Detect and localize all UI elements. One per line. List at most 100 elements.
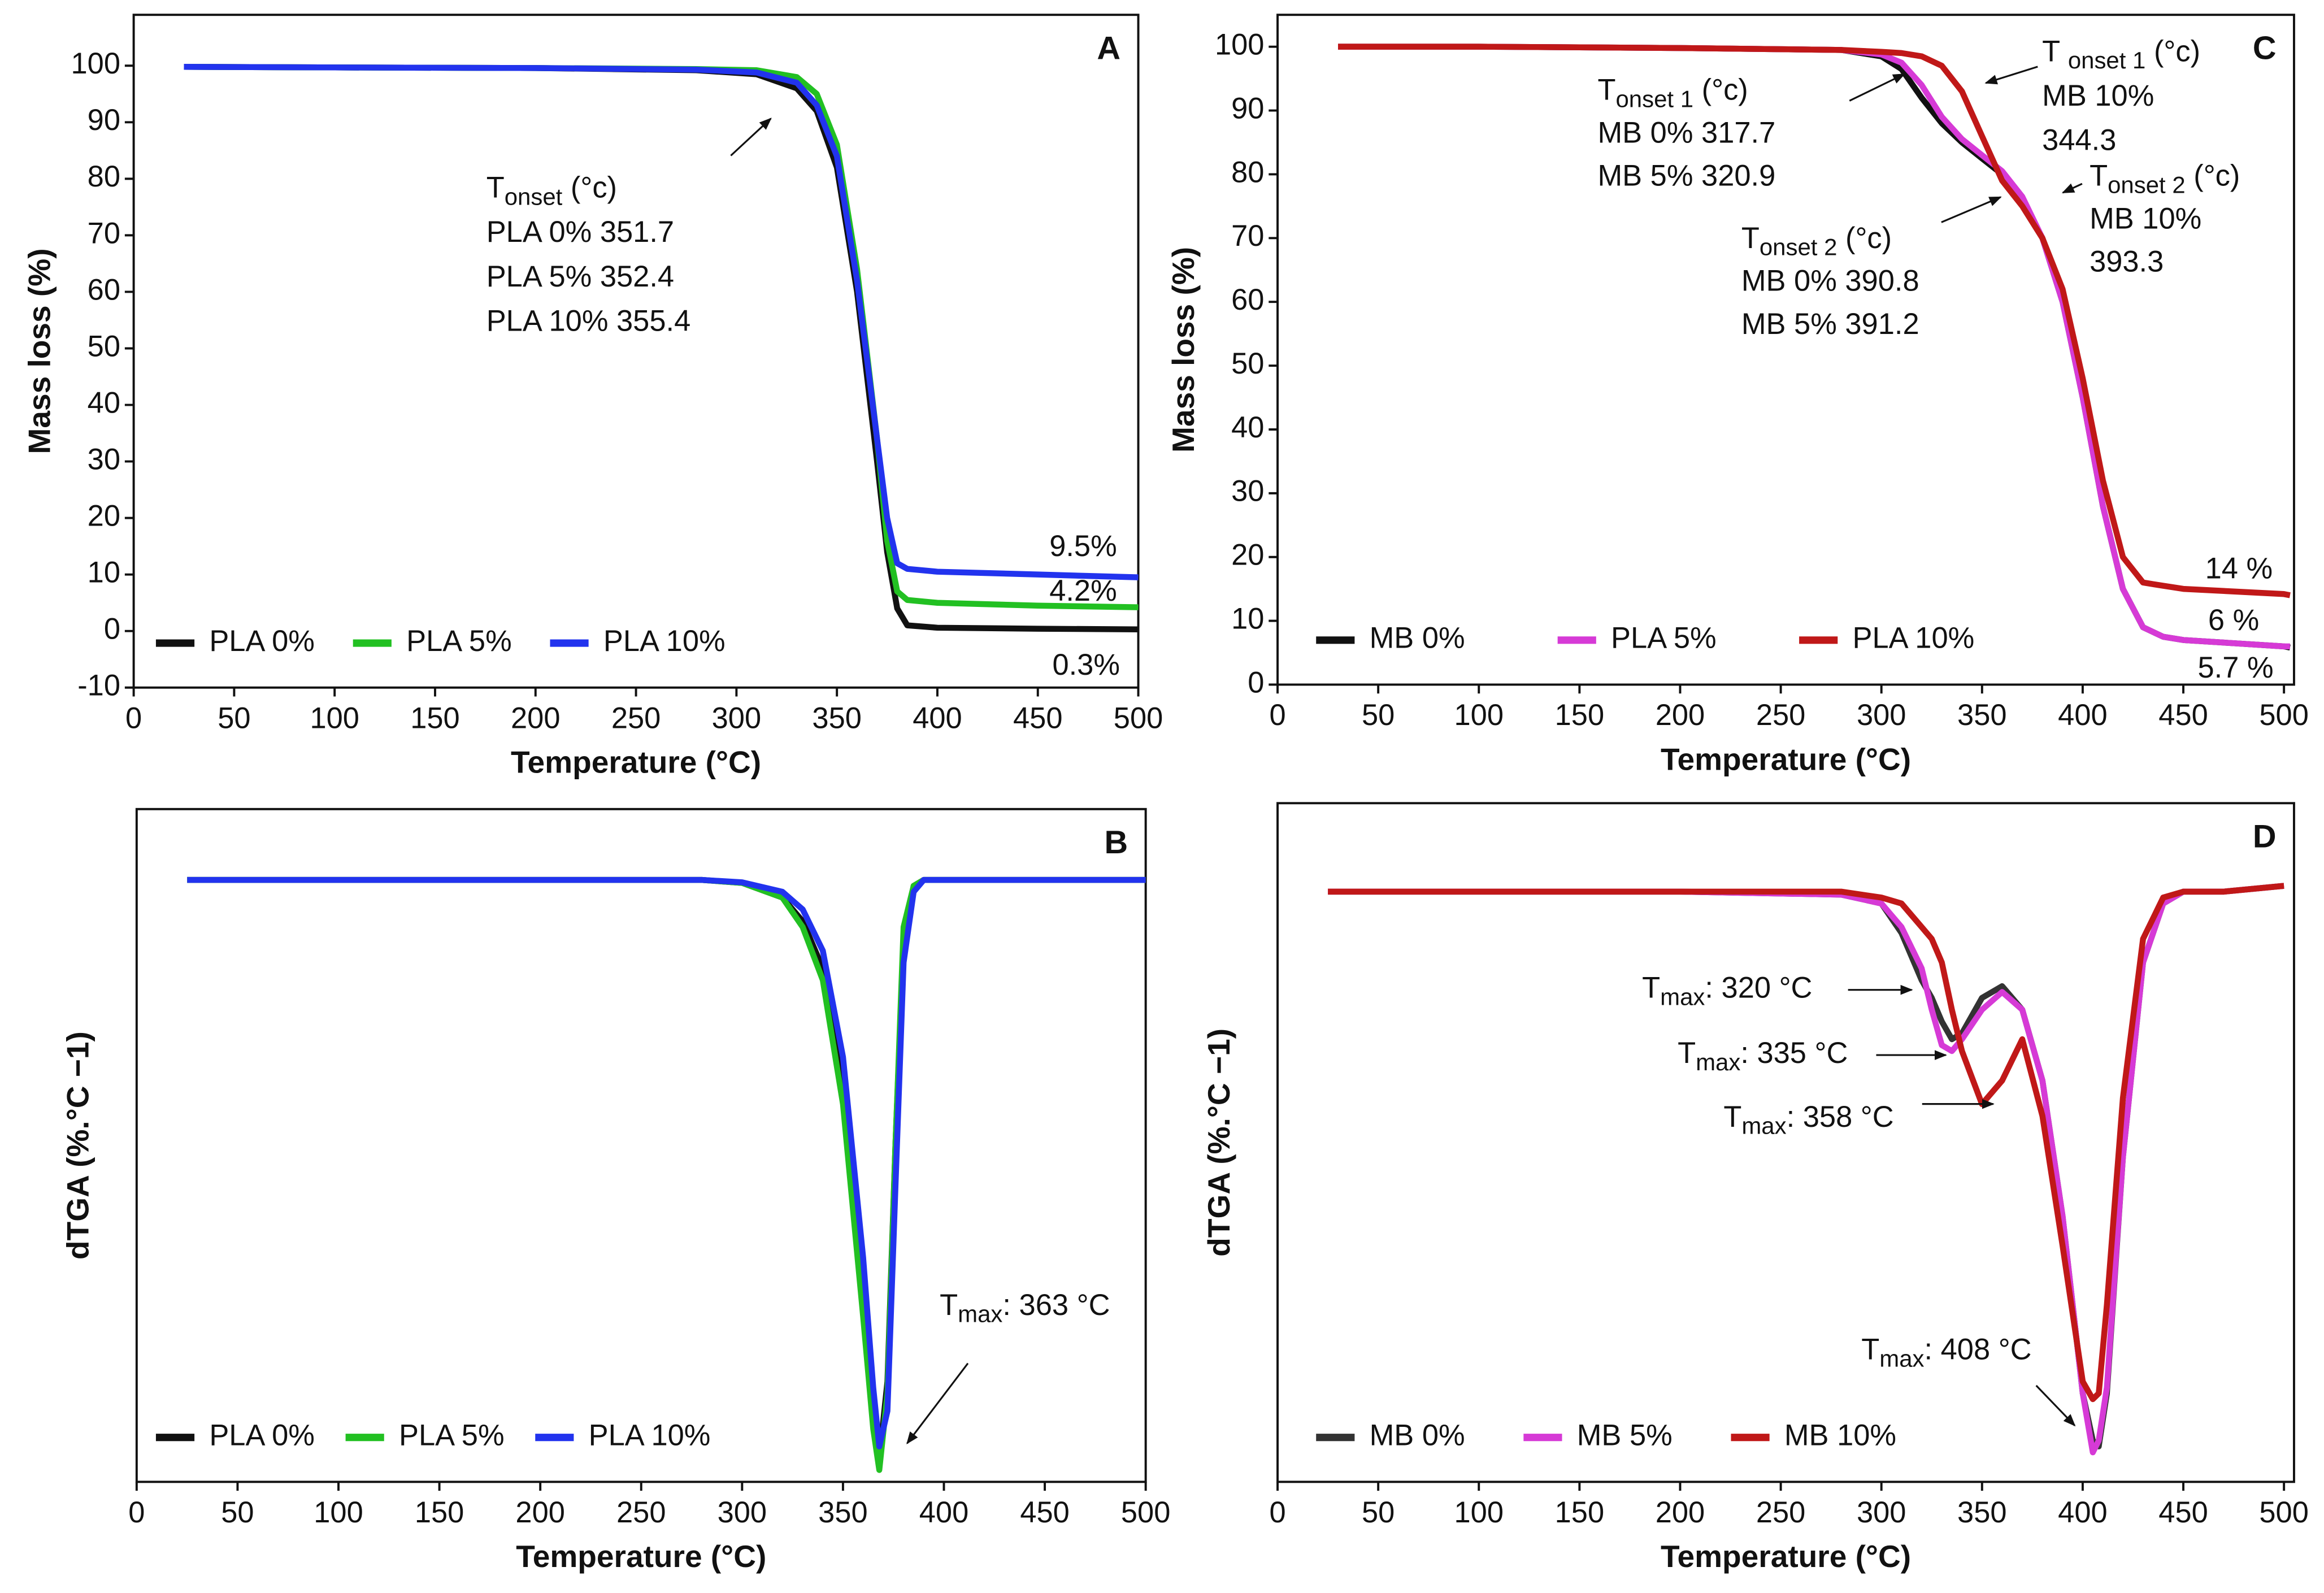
annotation-arrow xyxy=(730,118,772,157)
annotation-arrow xyxy=(2061,183,2083,194)
x-axis-label: Temperature (°C) xyxy=(516,1539,766,1574)
annotation-rest: (°c) xyxy=(1837,222,1892,255)
data-line xyxy=(1338,44,2290,650)
annotation: Tonset 2 (°c) xyxy=(2090,160,2240,198)
y-tick-label: 0 xyxy=(104,613,120,646)
y-tick-label: 10 xyxy=(1231,602,1264,635)
legend-label: MB 0% xyxy=(1370,1420,1465,1452)
annotation-arrow xyxy=(1984,66,2038,85)
x-tick-label: 200 xyxy=(511,702,561,735)
y-tick-label: 100 xyxy=(1215,29,1265,62)
legend-label: PLA 10% xyxy=(603,625,726,658)
x-tick-label: 300 xyxy=(718,1496,767,1529)
annotation-rest: : 320 °C xyxy=(1705,972,1812,1005)
data-line xyxy=(184,64,1139,632)
annotation: Tmax: 363 °C xyxy=(940,1289,1110,1327)
annotation-sub: onset 1 xyxy=(2068,47,2146,73)
annotation: MB 0% 390.8 xyxy=(1741,265,1919,298)
x-tick-label: 100 xyxy=(314,1496,363,1529)
y-axis-label: dTGA (%.°C −1) xyxy=(1201,1028,1236,1257)
y-tick-label: 70 xyxy=(88,217,120,250)
annotation-arrow xyxy=(1941,196,2002,223)
y-tick-label: 50 xyxy=(1231,348,1264,380)
annotation: 6 % xyxy=(2208,604,2259,637)
annotation-sub: onset 2 xyxy=(1760,234,1838,261)
x-tick-label: 0 xyxy=(1269,699,1285,732)
annotation: T onset 1 (°c) xyxy=(2042,35,2200,73)
x-tick-label: 400 xyxy=(2058,699,2107,732)
x-tick-label: 200 xyxy=(515,1496,565,1529)
annotation-sub: max xyxy=(1879,1345,1924,1371)
x-tick-label: 0 xyxy=(1269,1496,1285,1529)
x-tick-label: 50 xyxy=(218,702,250,735)
x-tick-label: 300 xyxy=(1857,699,1906,732)
legend-label: PLA 0% xyxy=(209,625,315,658)
annotation-rest: : 335 °C xyxy=(1740,1037,1848,1070)
annotation-main: T xyxy=(486,172,505,205)
annotation: PLA 10% 355.4 xyxy=(486,305,691,338)
x-tick-label: 200 xyxy=(1656,1496,1705,1529)
annotation-main: T xyxy=(1642,972,1660,1005)
annotation: MB 10% xyxy=(2090,203,2201,236)
x-tick-label: 50 xyxy=(221,1496,254,1529)
data-line xyxy=(1338,44,2291,651)
x-tick-label: 250 xyxy=(1756,1496,1806,1529)
y-axis-label: dTGA (%.°C −1) xyxy=(60,1031,95,1260)
x-tick-label: 300 xyxy=(712,702,762,735)
x-tick-label: 100 xyxy=(310,702,359,735)
legend-label: MB 10% xyxy=(1784,1420,1896,1452)
annotation: Tmax: 335 °C xyxy=(1678,1037,1848,1075)
panel-label: D xyxy=(2253,818,2277,854)
panel-label: C xyxy=(2253,30,2277,66)
data-line xyxy=(187,876,1146,1449)
legend-label: PLA 5% xyxy=(406,625,512,658)
annotation: Tonset 1 (°c) xyxy=(1597,73,1748,112)
y-tick-label: 90 xyxy=(88,104,120,137)
legend-label: PLA 5% xyxy=(399,1420,505,1452)
legend-label: MB 5% xyxy=(1577,1420,1673,1452)
y-tick-label: 60 xyxy=(88,274,120,306)
annotation: Tonset 2 (°c) xyxy=(1741,222,1892,261)
annotation: 393.3 xyxy=(2090,246,2164,279)
x-tick-label: 250 xyxy=(1756,699,1806,732)
annotation-main: T xyxy=(1597,73,1615,106)
annotation-rest: : 363 °C xyxy=(1002,1289,1110,1322)
x-tick-label: 150 xyxy=(1555,699,1605,732)
annotation-sub: max xyxy=(958,1301,1002,1327)
annotation-main: T xyxy=(1741,222,1760,255)
x-axis-label: Temperature (°C) xyxy=(1661,741,1911,776)
legend-label: PLA 10% xyxy=(1853,622,1975,655)
data-line xyxy=(1328,883,2284,1456)
x-tick-label: 0 xyxy=(128,1496,145,1529)
x-tick-label: 450 xyxy=(1013,702,1063,735)
x-tick-label: 450 xyxy=(1020,1496,1070,1529)
annotation: MB 5% 391.2 xyxy=(1741,308,1919,341)
y-tick-label: 10 xyxy=(88,557,120,589)
annotation-main: T xyxy=(1723,1101,1741,1134)
annotation-rest: (°c) xyxy=(1693,73,1748,106)
y-tick-label: 80 xyxy=(88,160,120,193)
y-tick-label: 30 xyxy=(1231,475,1264,508)
y-tick-label: 40 xyxy=(1231,411,1264,444)
x-tick-label: 250 xyxy=(611,702,661,735)
data-line xyxy=(184,64,1139,580)
y-axis-label: Mass loss (%) xyxy=(22,248,57,454)
legend-label: PLA 0% xyxy=(209,1420,315,1452)
annotation: MB 10% xyxy=(2042,80,2154,112)
x-tick-label: 400 xyxy=(919,1496,969,1529)
x-tick-label: 50 xyxy=(1362,699,1395,732)
plot-frame xyxy=(135,808,1147,1483)
annotation: 0.3% xyxy=(1052,649,1120,682)
annotation-sub: max xyxy=(1696,1049,1740,1075)
y-tick-label: 40 xyxy=(88,387,120,419)
panel-label: B xyxy=(1105,824,1128,861)
y-tick-label: 20 xyxy=(88,500,120,532)
y-tick-label: -10 xyxy=(77,670,120,702)
x-tick-label: 500 xyxy=(2259,1496,2309,1529)
plot-frame xyxy=(132,14,1140,689)
y-tick-label: 20 xyxy=(1231,539,1264,572)
annotation: 14 % xyxy=(2205,552,2273,585)
annotation: MB 5% 320.9 xyxy=(1597,160,1775,193)
